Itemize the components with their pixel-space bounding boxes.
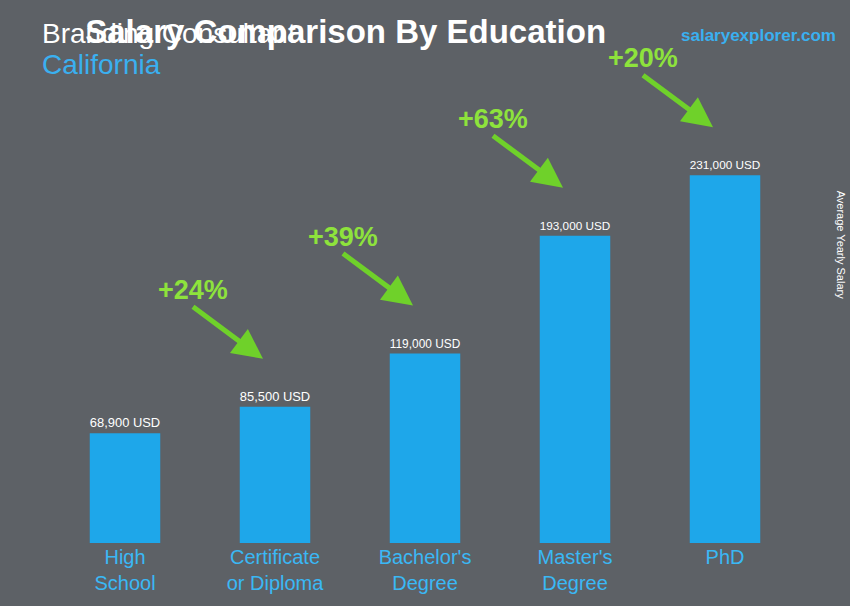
svg-text:PhD: PhD	[706, 546, 745, 568]
svg-text:193,000 USD: 193,000 USD	[540, 219, 610, 232]
svg-text:+20%: +20%	[608, 43, 678, 73]
svg-text:85,500 USD: 85,500 USD	[240, 389, 310, 404]
svg-text:California: California	[42, 49, 161, 80]
svg-text:Salary Comparison By Education: Salary Comparison By Education	[85, 13, 606, 50]
svg-text:HighSchool: HighSchool	[94, 546, 155, 594]
svg-text:231,000 USD: 231,000 USD	[690, 158, 760, 171]
svg-text:Average Yearly Salary: Average Yearly Salary	[835, 191, 847, 300]
svg-text:+39%: +39%	[308, 222, 378, 252]
svg-text:Branding Consultant: Branding Consultant	[42, 18, 296, 49]
svg-text:salaryexplorer.com: salaryexplorer.com	[681, 26, 836, 45]
svg-text:68,900 USD: 68,900 USD	[90, 415, 160, 430]
svg-text:Bachelor'sDegree: Bachelor'sDegree	[379, 546, 472, 594]
svg-text:Certificateor Diploma: Certificateor Diploma	[227, 546, 325, 594]
svg-text:+24%: +24%	[158, 275, 228, 305]
svg-text:Master'sDegree: Master'sDegree	[538, 546, 613, 594]
svg-text:119,000 USD: 119,000 USD	[390, 337, 460, 351]
svg-text:+63%: +63%	[458, 104, 528, 134]
